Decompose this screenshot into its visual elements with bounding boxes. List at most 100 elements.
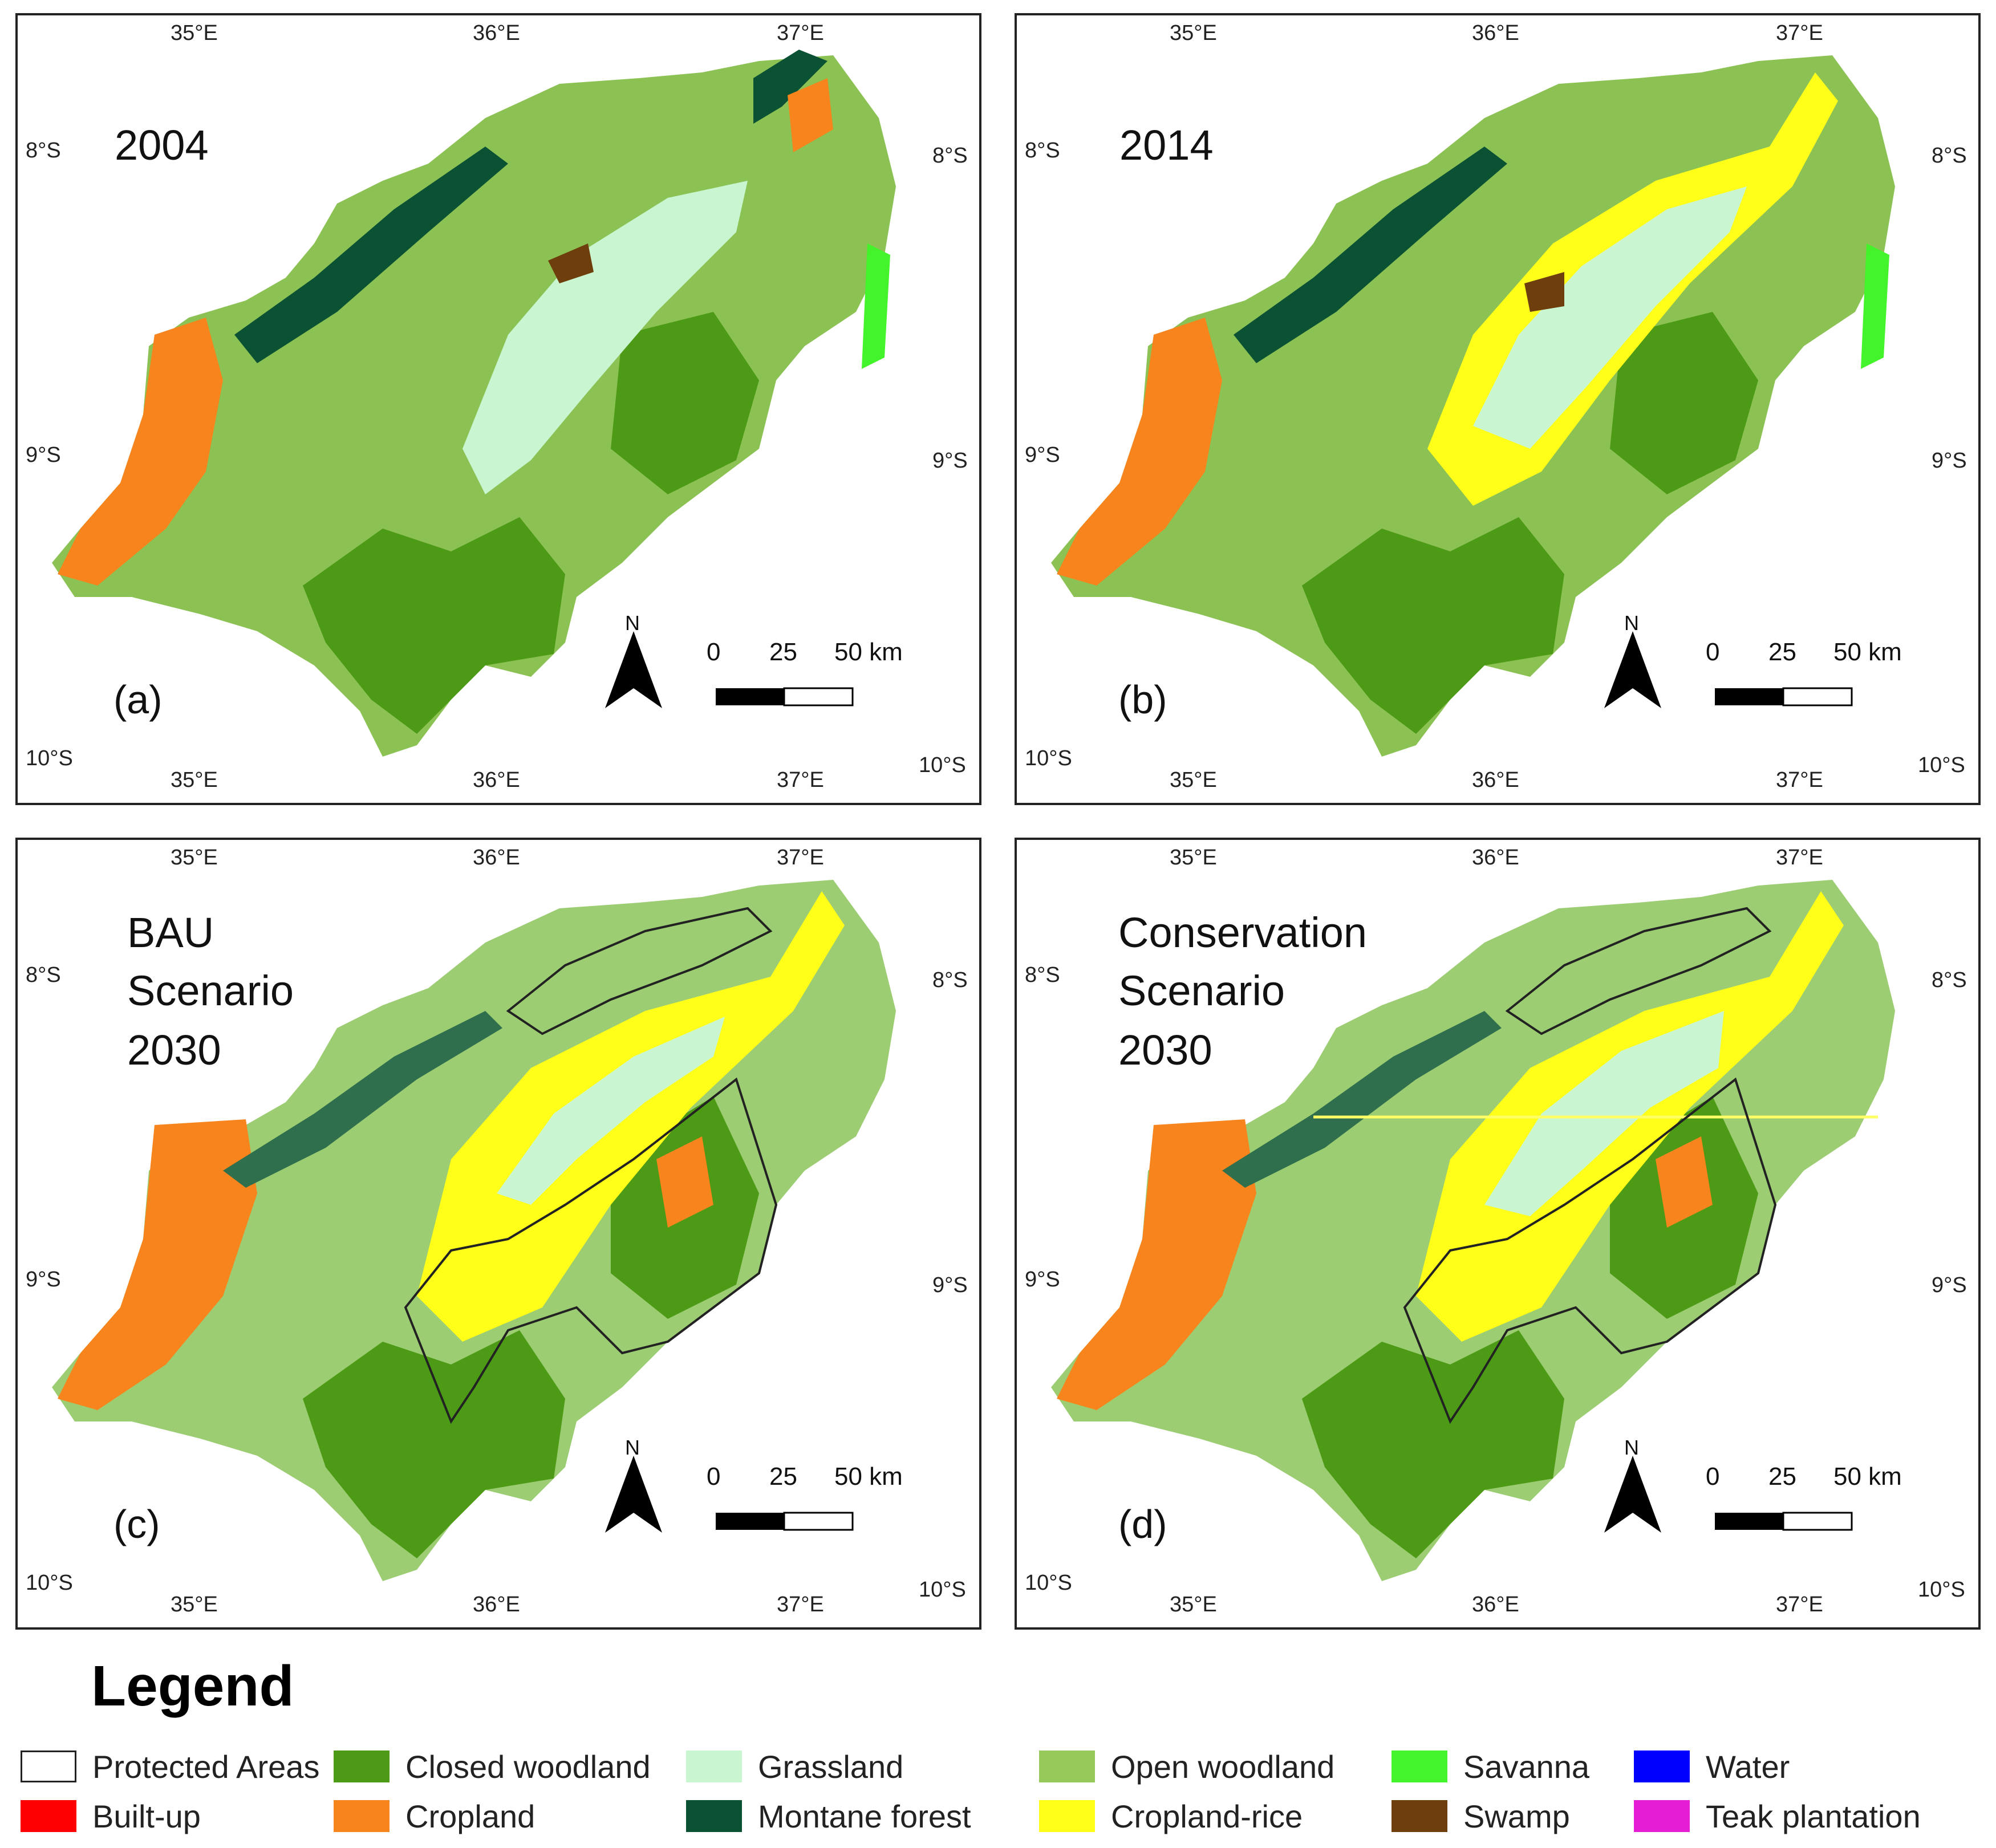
legend-label: Protected Areas: [92, 1748, 320, 1785]
cropland-west: [1057, 318, 1222, 586]
north-arrow-icon: [605, 631, 662, 708]
closed-woodland-south: [303, 517, 565, 734]
lon-tick: 35°E: [1170, 768, 1217, 792]
lon-tick: 36°E: [1472, 846, 1519, 870]
cropland-west: [1057, 1119, 1256, 1410]
legend-swatch: [1039, 1750, 1095, 1782]
closed-woodland-east: [611, 312, 759, 494]
panel-label: (d): [1118, 1502, 1167, 1546]
lat-tick: 10°S: [1918, 753, 1965, 777]
scale-label: 25: [1768, 638, 1796, 666]
lon-tick: 36°E: [473, 768, 520, 792]
montane-forest-ne: [753, 50, 827, 124]
grassland-valley: [463, 181, 748, 494]
montane-forest-ridge: [1234, 147, 1507, 363]
protected-area-boundary: [1403, 1077, 1777, 1424]
lon-tick: 35°E: [171, 846, 218, 870]
lat-tick: 10°S: [26, 1571, 73, 1595]
panel-label: (b): [1118, 677, 1167, 722]
lat-tick: 10°S: [919, 753, 966, 777]
lon-tick: 37°E: [1776, 768, 1823, 792]
lat-tick: 9°S: [26, 443, 61, 467]
legend-swatch: [21, 1800, 76, 1832]
lon-tick: 35°E: [171, 21, 218, 45]
montane-forest-ridge: [1222, 1011, 1502, 1188]
legend-swatch: [1391, 1750, 1447, 1782]
scale-bar: [716, 687, 854, 706]
map-panel-b: 35°E 36°E 37°E 35°E 36°E 37°E 8°S 9°S 10…: [1015, 13, 1981, 805]
scale-bar: [716, 1512, 854, 1531]
montane-forest-ridge: [234, 147, 508, 363]
closed-woodland-east: [1610, 312, 1758, 494]
lon-tick: 36°E: [473, 1593, 520, 1617]
grassland-valley: [1484, 1011, 1724, 1216]
north-label: N: [625, 611, 640, 635]
savanna-east: [1861, 243, 1889, 369]
lat-tick: 8°S: [932, 144, 968, 168]
montane-forest-ridge: [223, 1011, 502, 1188]
cropland-west: [58, 318, 223, 586]
north-arrow-icon: [605, 1456, 662, 1533]
legend-title: Legend: [91, 1654, 294, 1718]
lon-tick: 35°E: [1170, 21, 1217, 45]
legend-label: Grassland: [758, 1748, 904, 1785]
legend-label: Water: [1706, 1748, 1790, 1785]
legend-swatch: [1039, 1800, 1095, 1832]
panel-title: Scenario: [1118, 967, 1285, 1014]
lon-tick: 37°E: [1776, 21, 1823, 45]
lon-tick: 37°E: [1776, 1593, 1823, 1617]
legend-item-protected-areas: Protected Areas: [21, 1748, 319, 1785]
protected-area-boundary: [506, 907, 773, 1035]
legend-item-montane-forest: Montane forest: [686, 1798, 971, 1834]
lon-tick: 37°E: [777, 1593, 824, 1617]
scale-label: 0: [1706, 1463, 1720, 1490]
legend-label: Cropland: [405, 1798, 535, 1834]
land-cover-map-2004: [52, 50, 896, 757]
swamp-patch: [548, 243, 594, 283]
scale-bar: [1715, 687, 1853, 706]
legend-swatch: [334, 1800, 390, 1832]
map-panel-c: 35°E 36°E 37°E 35°E 36°E 37°E 8°S 9°S 10…: [15, 838, 981, 1630]
scale-label: 50 km: [1833, 1463, 1902, 1490]
north-arrow-icon: [1604, 1456, 1661, 1533]
map-panel-a: 35°E 36°E 37°E 35°E 36°E 37°E 8°S 9°S 10…: [15, 13, 981, 805]
lon-tick: 36°E: [1472, 1593, 1519, 1617]
north-label: N: [625, 1436, 640, 1459]
protected-area-boundary: [1505, 907, 1772, 1035]
legend-swatch: [21, 1750, 76, 1782]
panel-title: 2030: [1118, 1026, 1212, 1074]
lat-tick: 9°S: [1932, 449, 1967, 473]
legend-swatch: [686, 1800, 742, 1832]
lon-tick: 35°E: [171, 1593, 218, 1617]
grassland-valley: [1473, 186, 1747, 449]
scale-bar: [1715, 1512, 1853, 1531]
lon-tick: 35°E: [1170, 1593, 1217, 1617]
lat-tick: 9°S: [932, 1273, 968, 1297]
scale-label: 50 km: [834, 638, 903, 666]
lat-tick: 10°S: [26, 746, 73, 770]
map-panel-d: 35°E 36°E 37°E 35°E 36°E 37°E 8°S 9°S 10…: [1015, 838, 1981, 1630]
lon-tick: 36°E: [473, 846, 520, 870]
lon-tick: 35°E: [1170, 846, 1217, 870]
lon-tick: 37°E: [1776, 846, 1823, 870]
legend-swatch: [334, 1750, 390, 1782]
legend-item-water: Water: [1634, 1748, 1790, 1785]
legend-label: Savanna: [1463, 1748, 1590, 1785]
legend-label: Open woodland: [1111, 1748, 1335, 1785]
savanna-east: [862, 243, 890, 369]
land-cover-map-2014: [1051, 55, 1895, 757]
legend-item-built-up: Built-up: [21, 1798, 201, 1834]
lon-tick: 36°E: [1472, 768, 1519, 792]
legend-item-cropland-rice: Cropland-rice: [1039, 1798, 1303, 1834]
panel-title: 2030: [127, 1026, 221, 1074]
lat-tick: 9°S: [1025, 1268, 1060, 1291]
lat-tick: 8°S: [932, 968, 968, 992]
scale-label: 25: [769, 638, 797, 666]
legend-label: Closed woodland: [405, 1748, 651, 1785]
land-cover-map-bau-2030: [52, 880, 896, 1581]
legend-label: Teak plantation: [1706, 1798, 1921, 1834]
legend-label: Built-up: [92, 1798, 201, 1834]
cropland-east-patch: [1656, 1136, 1713, 1228]
lat-tick: 10°S: [1918, 1578, 1965, 1602]
cropland-east-patch: [656, 1136, 713, 1228]
